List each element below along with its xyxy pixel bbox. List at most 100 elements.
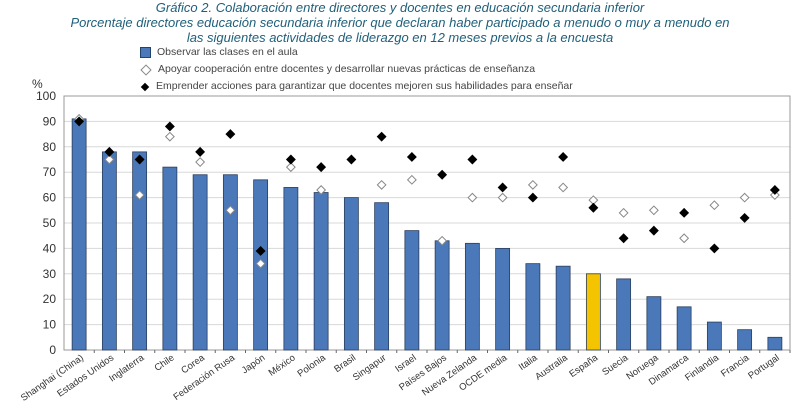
solid-diamond-marker [346,154,357,165]
solid-diamond-marker [437,169,448,180]
legend: Observar las clases en el aula Apoyar co… [140,46,573,93]
solid-diamond-marker [285,154,296,165]
hollow-diamond-marker [134,190,145,201]
x-tick-label: México [267,352,298,378]
solid-diamond-marker [104,146,115,157]
y-tick-label: 60 [43,191,57,205]
hollow-diamond-marker [467,192,478,203]
legend-item-hollow: Apoyar cooperación entre docentes y desa… [140,63,573,76]
bar [162,166,178,351]
chart-subtitle-2: las siguientes actividades de liderazgo … [186,30,614,45]
bar [706,321,722,351]
hollow-diamond-marker [497,192,508,203]
hollow-diamond-marker [618,207,629,218]
x-tick-label: Finlandia [683,352,721,384]
hollow-diamond-marker [255,258,266,269]
y-tick-label: 30 [43,267,57,281]
x-tick-label: Portugal [746,352,781,381]
y-tick-label: 70 [43,165,57,179]
x-tick-label: España [567,352,600,380]
solid-diamond-marker [134,154,145,165]
y-axis-label: % [32,77,43,91]
solid-diamond-marker [406,152,417,162]
chart-subtitle: Porcentaje directores educación secundar… [70,15,730,30]
solid-diamond-marker [376,131,387,142]
solid-diamond-marker [739,212,750,223]
hollow-diamond-marker [225,205,236,216]
bar [283,187,299,351]
solid-diamond-marker [588,202,599,213]
solid-diamond-marker [74,116,85,127]
y-tick-label: 90 [43,114,57,128]
solid-diamond-marker [709,243,720,254]
bar [555,265,571,351]
x-tick-label: Chile [153,352,177,373]
solid-diamond-marker [467,154,478,165]
bar [676,306,692,351]
solid-diamond-marker [679,207,690,218]
bar [646,296,662,351]
hollow-diamond-marker [316,185,327,195]
solid-diamond-marker [558,152,569,162]
legend-item-bar: Observar las clases en el aula [140,46,573,59]
hollow-diamond-marker [406,174,417,185]
y-tick-label: 40 [43,241,57,255]
hollow-diamond-marker [164,131,175,142]
bar [374,202,390,351]
bar [525,263,541,351]
hollow-diamond-marker [769,190,780,201]
bar [616,278,632,351]
hollow-diamond-marker [195,157,206,167]
x-tick-label: Italia [517,352,540,373]
legend-label: Apoyar cooperación entre docentes y desa… [158,63,536,75]
bar [434,240,450,351]
bar [464,242,480,351]
solid-diamond-marker [497,182,508,193]
y-tick-label: 0 [49,343,56,357]
hollow-diamond-marker [679,233,690,244]
x-tick-label: Polonia [296,352,329,380]
x-tick-label: Singapur [351,352,388,383]
bar [404,230,420,351]
hollow-diamond-marker [588,195,599,206]
legend-item-solid: Emprender acciones para garantizar que d… [140,80,573,93]
solid-diamond-marker [527,192,538,203]
x-tick-label: Inglaterra [107,352,147,384]
bar [767,336,783,351]
bar [313,192,329,351]
solid-diamond-marker [225,129,236,140]
solid-diamond-marker [195,146,206,157]
y-tick-label: 100 [36,89,56,103]
x-tick-label: Japón [240,352,268,376]
bar [737,329,753,351]
bar [222,174,238,351]
solid-diamond-marker [164,121,175,132]
solid-diamond-marker [316,162,327,173]
hollow-diamond-marker [285,162,296,173]
hollow-diamond-marker [739,192,750,203]
bar [192,174,208,351]
hollow-diamond-icon [140,63,152,76]
hollow-diamond-marker [437,235,448,246]
solid-diamond-marker [618,233,629,244]
legend-label: Observar las clases en el aula [157,46,298,58]
hollow-diamond-marker [527,179,538,190]
x-tick-label: Australia [533,352,570,383]
y-tick-label: 20 [43,292,57,306]
x-tick-label: Francia [719,352,752,380]
y-tick-label: 50 [43,216,57,230]
y-tick-label: 80 [43,140,57,154]
chart-title: Gráfico 2. Colaboración entre directores… [155,0,645,15]
legend-bar-swatch [140,47,151,58]
bar [343,197,359,351]
bar [132,151,148,351]
solid-diamond-icon [140,82,150,91]
hollow-diamond-marker [648,205,659,216]
y-tick-label: 10 [43,318,57,332]
hollow-diamond-marker [709,200,720,211]
bar [71,118,87,351]
hollow-diamond-marker [558,182,569,193]
solid-diamond-marker [648,225,659,236]
solid-diamond-marker [769,185,780,195]
